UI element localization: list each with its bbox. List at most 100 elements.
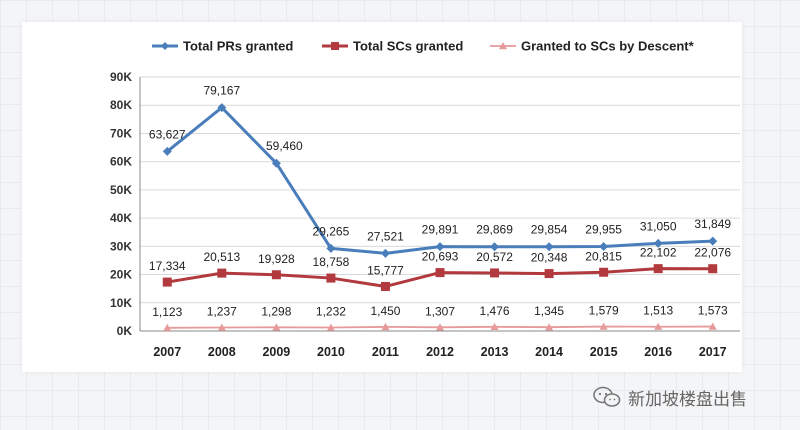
data-label: 1,307 — [425, 304, 455, 318]
chart-legend: Total PRs granted Total SCs granted Grante… — [152, 39, 695, 54]
data-label: 20,572 — [476, 250, 513, 264]
marker-triangle — [599, 322, 608, 330]
x-tick-label: 2016 — [644, 345, 672, 359]
y-tick-label: 10K — [110, 296, 132, 310]
data-label: 22,076 — [694, 246, 731, 260]
y-tick-label: 20K — [110, 268, 132, 282]
data-label: 63,627 — [149, 127, 186, 141]
x-tick-label: 2017 — [699, 345, 727, 359]
marker-diamond — [599, 241, 609, 251]
data-label: 20,513 — [203, 250, 240, 264]
data-label: 1,476 — [480, 304, 510, 318]
marker-square — [708, 264, 718, 274]
data-label: 20,815 — [585, 249, 622, 263]
marker-triangle — [272, 323, 281, 331]
marker-triangle — [326, 323, 335, 331]
data-label: 1,579 — [589, 304, 619, 318]
y-tick-label: 60K — [110, 155, 132, 169]
y-tick-label: 90K — [110, 70, 132, 84]
data-label: 1,298 — [261, 304, 291, 318]
marker-diamond — [708, 236, 718, 246]
marker-square — [653, 264, 663, 274]
y-tick-label: 70K — [110, 126, 132, 140]
x-tick-label: 2009 — [262, 345, 290, 359]
marker-square — [380, 281, 390, 291]
x-tick-label: 2013 — [481, 345, 509, 359]
marker-square — [331, 42, 339, 50]
data-label: 1,123 — [152, 305, 182, 319]
marker-diamond — [161, 42, 169, 50]
marker-triangle — [163, 323, 172, 332]
marker-triangle — [490, 322, 499, 331]
data-label: 29,891 — [422, 223, 459, 237]
watermark-text: 新加坡楼盘出售 — [628, 389, 747, 409]
y-tick-label: 40K — [110, 211, 132, 225]
x-tick-label: 2007 — [153, 345, 181, 359]
x-tick-label: 2011 — [372, 345, 399, 359]
marker-triangle — [708, 322, 717, 330]
marker-square — [599, 267, 609, 277]
data-label: 31,849 — [694, 217, 731, 231]
y-tick-label: 50K — [110, 183, 132, 197]
marker-triangle — [381, 322, 390, 331]
marker-triangle — [217, 323, 226, 331]
data-label: 1,450 — [370, 304, 400, 318]
marker-square — [435, 268, 445, 278]
y-tick-label: 30K — [110, 239, 132, 253]
data-label: 1,573 — [698, 304, 728, 318]
x-tick-label: 2008 — [208, 345, 236, 359]
data-label: 15,777 — [367, 263, 404, 277]
data-label: 79,167 — [203, 84, 240, 98]
x-tick-label: 2015 — [590, 345, 618, 359]
data-label: 1,345 — [534, 304, 564, 318]
axes: 0K 10K 20K 30K 40K 50K 60K 70K 80K 90K 2007 2008 200… — [110, 70, 740, 359]
marker-square — [544, 269, 554, 279]
legend-label: Total PRs granted — [183, 39, 293, 54]
data-label: 29,869 — [476, 223, 513, 237]
marker-square — [490, 268, 500, 278]
data-label: 1,237 — [207, 305, 237, 319]
marker-diamond — [544, 242, 554, 252]
marker-diamond — [653, 238, 663, 248]
watermark: 新加坡楼盘出售 — [592, 383, 747, 411]
data-label: 1,513 — [643, 304, 673, 318]
marker-triangle — [436, 323, 444, 331]
data-label: 27,521 — [367, 229, 404, 243]
x-tick-label: 2010 — [317, 345, 345, 359]
data-label: 20,693 — [422, 250, 459, 264]
y-tick-label: 80K — [110, 98, 132, 112]
legend-label: Granted to SCs by Descent* — [521, 39, 695, 54]
data-label: 59,460 — [266, 139, 303, 153]
marker-square — [217, 268, 227, 278]
marker-diamond — [490, 242, 500, 252]
wechat-icon — [593, 386, 621, 407]
x-tick-label: 2014 — [535, 345, 563, 359]
data-label: 29,265 — [313, 224, 350, 238]
data-label: 18,758 — [313, 255, 350, 269]
data-label: 29,955 — [585, 222, 622, 236]
marker-diamond — [162, 146, 172, 156]
data-labels: 63,627 79,167 59,460 29,265 27,521 29,891 29,8… — [149, 84, 731, 319]
y-tick-label: 0K — [117, 324, 133, 338]
marker-triangle — [545, 323, 554, 331]
marker-square — [326, 273, 336, 283]
marker-diamond — [326, 243, 336, 253]
marker-diamond — [435, 242, 445, 252]
marker-diamond — [217, 103, 227, 113]
marker-diamond — [271, 158, 281, 168]
marker-triangle — [654, 322, 663, 330]
marker-square — [162, 277, 172, 287]
legend-label: Total SCs granted — [353, 39, 463, 54]
data-label: 19,928 — [258, 252, 295, 266]
data-label: 29,854 — [531, 223, 568, 237]
marker-triangle — [499, 42, 507, 50]
data-label: 20,348 — [531, 251, 568, 265]
marker-square — [271, 270, 281, 280]
data-label: 1,232 — [316, 305, 346, 319]
data-label: 31,050 — [640, 219, 677, 233]
data-label: 17,334 — [149, 259, 186, 273]
chart-card — [22, 22, 742, 372]
series-layer — [162, 103, 718, 332]
data-label: 22,102 — [640, 246, 677, 260]
